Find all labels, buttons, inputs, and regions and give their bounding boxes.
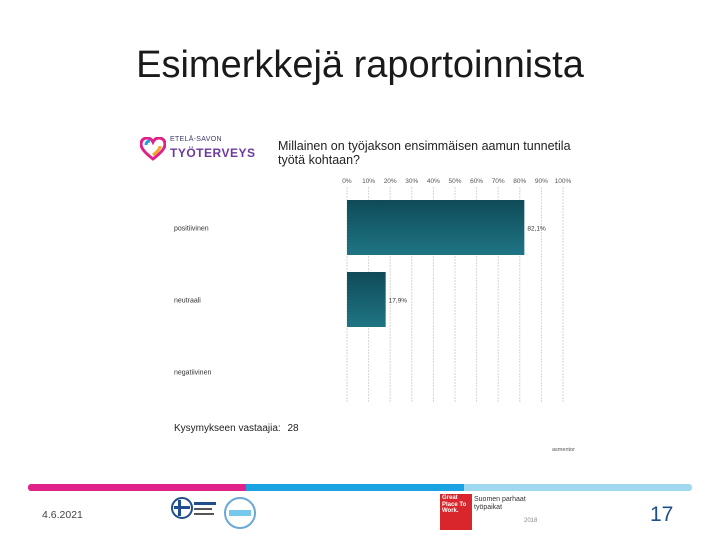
footer-stripe-pale	[464, 484, 692, 491]
bar	[347, 272, 386, 327]
report-image: ETELÄ-SAVON TYÖTERVEYS Millainen on työj…	[130, 125, 610, 460]
data-label: 17,9%	[389, 298, 408, 305]
x-tick-label: 90%	[535, 178, 548, 185]
x-tick-label: 100%	[555, 178, 572, 185]
certificate-seal-icon	[224, 497, 256, 529]
respondents-label: Kysymykseen vastaajia:	[174, 423, 281, 434]
x-tick-label: 50%	[448, 178, 461, 185]
category-label: negatiivinen	[174, 370, 211, 377]
gptw-side-text: Suomen parhaat työpaikat 2018	[474, 496, 544, 528]
logo-top-text: ETELÄ-SAVON	[170, 136, 222, 143]
slide-title: Esimerkkejä raportoinnista	[136, 44, 584, 86]
heart-logo-icon	[140, 137, 166, 161]
x-tick-label: 30%	[405, 178, 418, 185]
footer-stripe-blue	[246, 484, 464, 491]
x-tick-label: 20%	[384, 178, 397, 185]
x-tick-label: 0%	[342, 178, 352, 185]
category-label: positiivinen	[174, 226, 209, 233]
x-tick-label: 70%	[492, 178, 505, 185]
slide-date: 4.6.2021	[42, 509, 83, 521]
finland-key-flag-logo-icon	[171, 497, 216, 519]
page-number: 17	[650, 503, 674, 526]
logo-bottom-text: TYÖTERVEYS	[170, 146, 256, 160]
gptw-year: 2018	[524, 518, 538, 524]
x-tick-label: 60%	[470, 178, 483, 185]
gptw-badge: Great Place To Work.	[440, 494, 472, 530]
bar-chart: 0% 10% 20% 30% 40% 50% 60% 70% 80% 90% 100% positii…	[174, 178, 572, 403]
x-tick-label: 10%	[362, 178, 375, 185]
tyoterveys-logo: ETELÄ-SAVON TYÖTERVEYS	[140, 135, 260, 165]
chart-title: Millainen on työjakson ensimmäisen aamun…	[278, 139, 571, 167]
bar	[347, 200, 525, 255]
data-label: 82,1%	[527, 226, 546, 233]
respondents-count: 28	[287, 423, 299, 434]
footer-brand: asmentor	[552, 447, 575, 453]
x-tick-label: 80%	[513, 178, 526, 185]
footer-stripe-pink	[28, 484, 246, 491]
gptw-side-label: Suomen parhaat työpaikat	[474, 496, 526, 511]
category-label: neutraali	[174, 298, 201, 305]
x-tick-label: 40%	[427, 178, 440, 185]
respondents-line: Kysymykseen vastaajia: 28	[174, 423, 303, 434]
